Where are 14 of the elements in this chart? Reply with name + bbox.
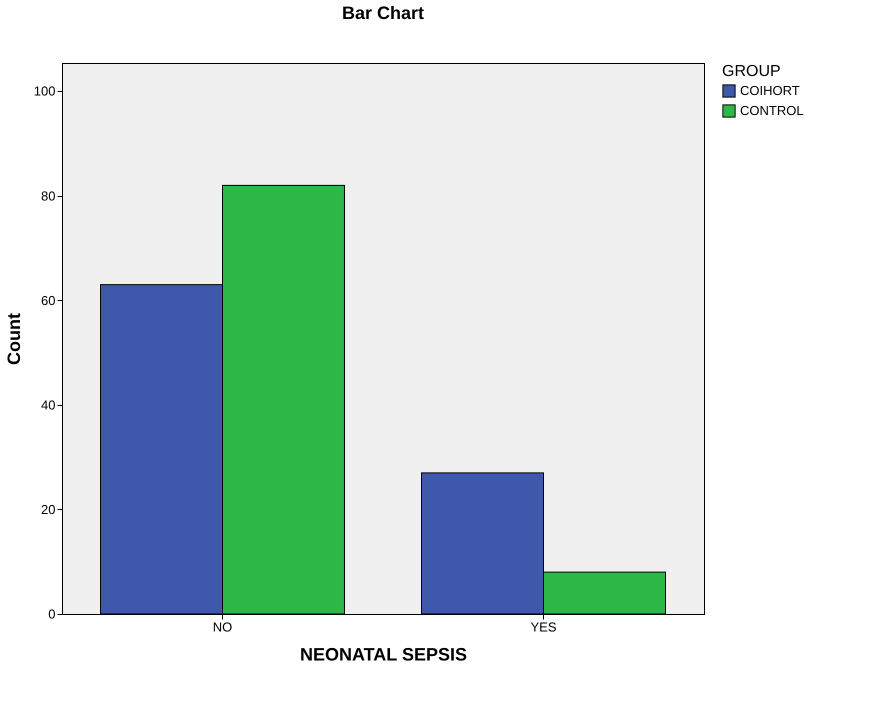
legend-label: CONTROL <box>740 103 804 118</box>
x-tick-label: YES <box>530 620 557 634</box>
x-axis-title: NEONATAL SEPSIS <box>300 644 468 664</box>
y-tick-label: 20 <box>41 502 56 517</box>
y-tick-label: 40 <box>41 397 56 412</box>
legend-label: COIHORT <box>740 83 800 98</box>
y-tick-label: 0 <box>48 606 56 622</box>
chart-title: Bar Chart <box>342 3 424 23</box>
y-tick-label: 60 <box>41 292 56 308</box>
y-tick-label: 100 <box>34 84 56 99</box>
y-axis-title: Count <box>4 313 24 365</box>
y-tick-label: 80 <box>41 188 56 204</box>
legend-title: GROUP <box>722 63 781 80</box>
x-tick-label: NO <box>212 620 232 634</box>
